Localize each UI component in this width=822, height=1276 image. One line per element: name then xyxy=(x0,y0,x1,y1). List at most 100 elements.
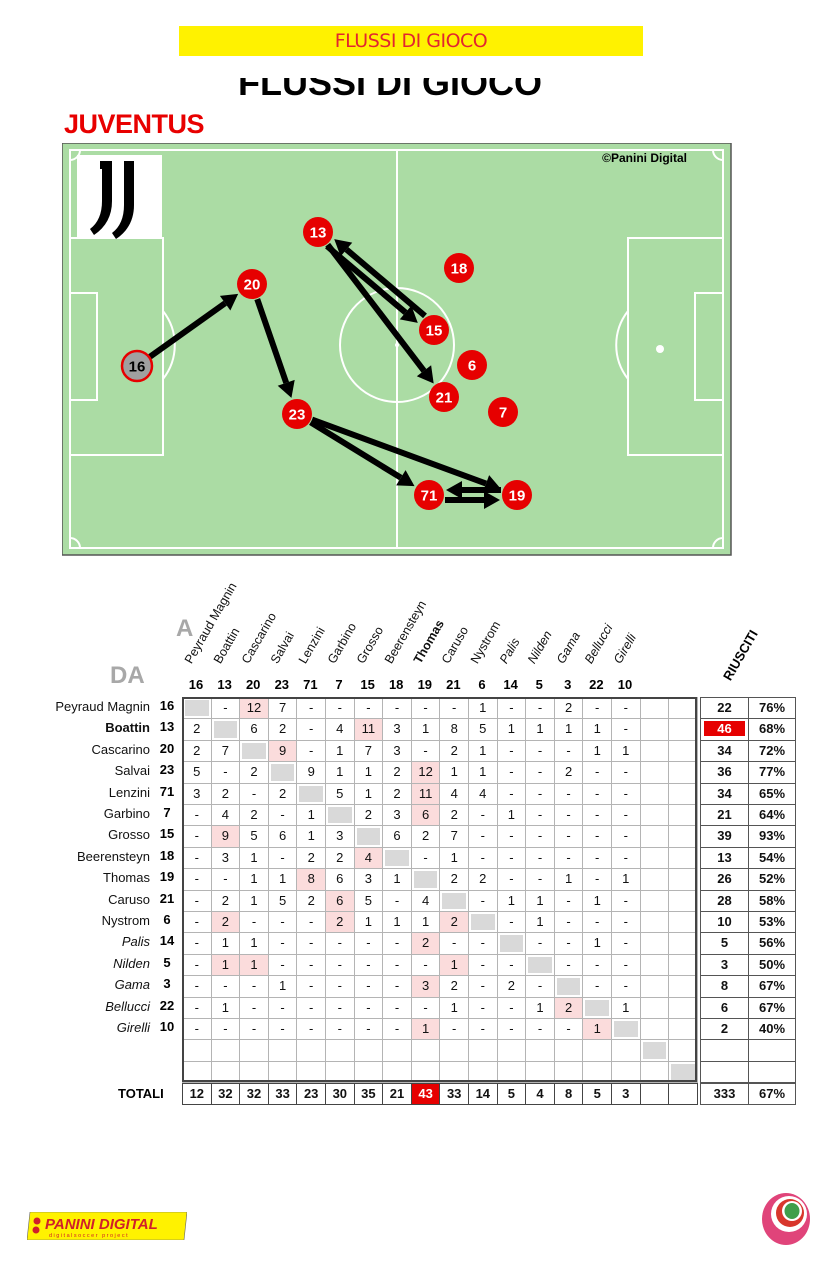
matrix-cell: 2 xyxy=(382,761,412,784)
matrix-cell: - xyxy=(296,953,326,977)
matrix-cell: 1 xyxy=(439,996,469,1019)
pitch-lines xyxy=(69,149,724,549)
riusciti-cell: 36 xyxy=(700,761,749,784)
matrix-cell: 2 xyxy=(296,846,326,870)
matrix-cell: - xyxy=(182,846,212,870)
matrix-cell: - xyxy=(382,889,412,912)
matrix-cell xyxy=(353,1060,384,1084)
matrix-cell: 6 xyxy=(325,868,355,891)
matrix-cell xyxy=(668,718,698,741)
row-name: Boattin xyxy=(105,720,150,736)
row-number: 23 xyxy=(159,762,175,778)
percentage-cell: 76% xyxy=(748,697,796,720)
matrix-cell: 1 xyxy=(496,889,527,912)
matrix-cell xyxy=(553,1039,584,1062)
matrix-cell: 6 xyxy=(382,825,412,848)
matrix-cell: 1 xyxy=(611,739,641,763)
percentage-cell: 72% xyxy=(748,739,796,763)
matrix-cell xyxy=(611,1060,641,1084)
matrix-cell: - xyxy=(439,932,469,955)
row-number: 21 xyxy=(159,890,175,906)
matrix-cell xyxy=(382,1039,412,1062)
matrix-cell: 2 xyxy=(410,825,441,848)
matrix-cell xyxy=(639,889,670,912)
matrix-cell: 1 xyxy=(210,996,241,1019)
matrix-cell: - xyxy=(296,911,326,934)
matrix-cell: - xyxy=(382,953,412,977)
matrix-cell: - xyxy=(582,761,612,784)
matrix-cell xyxy=(639,953,670,977)
matrix-cell: 1 xyxy=(210,932,241,955)
matrix-cell: 2 xyxy=(353,804,384,827)
matrix-cell: 3 xyxy=(382,718,412,741)
matrix-cell: - xyxy=(410,739,441,763)
column-header: Lenzini xyxy=(296,624,329,666)
riusciti-cell: 3 xyxy=(700,953,749,977)
matrix-cell: 1 xyxy=(582,739,612,763)
matrix-cell xyxy=(267,761,298,784)
matrix-cell: 1 xyxy=(325,739,355,763)
percentage-cell: 64% xyxy=(748,804,796,827)
diagonal-cell-fill xyxy=(671,1063,695,1081)
matrix-cell: - xyxy=(496,825,527,848)
matrix-cell xyxy=(410,868,441,891)
matrix-cell: - xyxy=(353,697,384,720)
row-number: 13 xyxy=(159,719,175,735)
matrix-cell: - xyxy=(496,911,527,934)
matrix-cell: - xyxy=(382,996,412,1019)
matrix-cell: 2 xyxy=(210,889,241,912)
matrix-cell: - xyxy=(182,868,212,891)
copyright-text: ©Panini Digital xyxy=(602,151,687,165)
percentage-cell: 52% xyxy=(748,868,796,891)
matrix-cell: - xyxy=(267,932,298,955)
column-header: Girelli xyxy=(610,631,639,666)
matrix-cell: - xyxy=(325,996,355,1019)
player-number: 6 xyxy=(468,358,476,375)
matrix-cell xyxy=(468,1039,498,1062)
matrix-cell xyxy=(668,1018,698,1041)
matrix-cell: - xyxy=(525,975,555,998)
matrix-cell: 3 xyxy=(210,846,241,870)
percentage-cell: 67% xyxy=(748,975,796,998)
matrix-cell: 2 xyxy=(439,975,469,998)
matrix-cell: - xyxy=(525,739,555,763)
matrix-cell: - xyxy=(611,782,641,805)
matrix-cell: - xyxy=(496,1018,527,1041)
matrix-cell: 3 xyxy=(382,804,412,827)
percentage-cell: 56% xyxy=(748,932,796,955)
row-name: Cascarino xyxy=(91,741,150,757)
matrix-cell: 1 xyxy=(439,846,469,870)
total-cell: 14 xyxy=(468,1083,498,1105)
matrix-cell: - xyxy=(468,804,498,827)
matrix-cell xyxy=(296,1060,326,1084)
matrix-cell: 1 xyxy=(353,782,384,805)
column-number: 21 xyxy=(446,677,461,692)
percentage-cell: 68% xyxy=(748,718,796,741)
matrix-cell: 1 xyxy=(410,718,441,741)
diagonal-cell-fill xyxy=(356,828,381,845)
matrix-cell xyxy=(496,932,527,955)
matrix-cell xyxy=(582,996,612,1019)
matrix-cell: 1 xyxy=(382,868,412,891)
to-label: A xyxy=(176,615,194,642)
matrix-cell: 2 xyxy=(325,846,355,870)
percentage-cell: 54% xyxy=(748,846,796,870)
matrix-cell xyxy=(410,1060,441,1084)
column-number: 71 xyxy=(303,677,318,692)
riusciti-cell: 21 xyxy=(700,804,749,827)
matrix-cell: - xyxy=(353,996,384,1019)
matrix-cell xyxy=(325,804,355,827)
diagonal-cell-fill xyxy=(270,764,295,781)
matrix-cell xyxy=(668,932,698,955)
matrix-cell: - xyxy=(611,697,641,720)
matrix-cell xyxy=(267,1060,298,1084)
matrix-cell: - xyxy=(267,953,298,977)
matrix-cell: 1 xyxy=(611,996,641,1019)
matrix-cell xyxy=(325,1039,355,1062)
percentage-cell xyxy=(748,1039,796,1062)
matrix-cell: - xyxy=(496,953,527,977)
matrix-cell xyxy=(553,1060,584,1084)
diagonal-cell-fill xyxy=(585,999,609,1016)
matrix-cell xyxy=(639,1018,670,1041)
matrix-cell: 2 xyxy=(267,782,298,805)
